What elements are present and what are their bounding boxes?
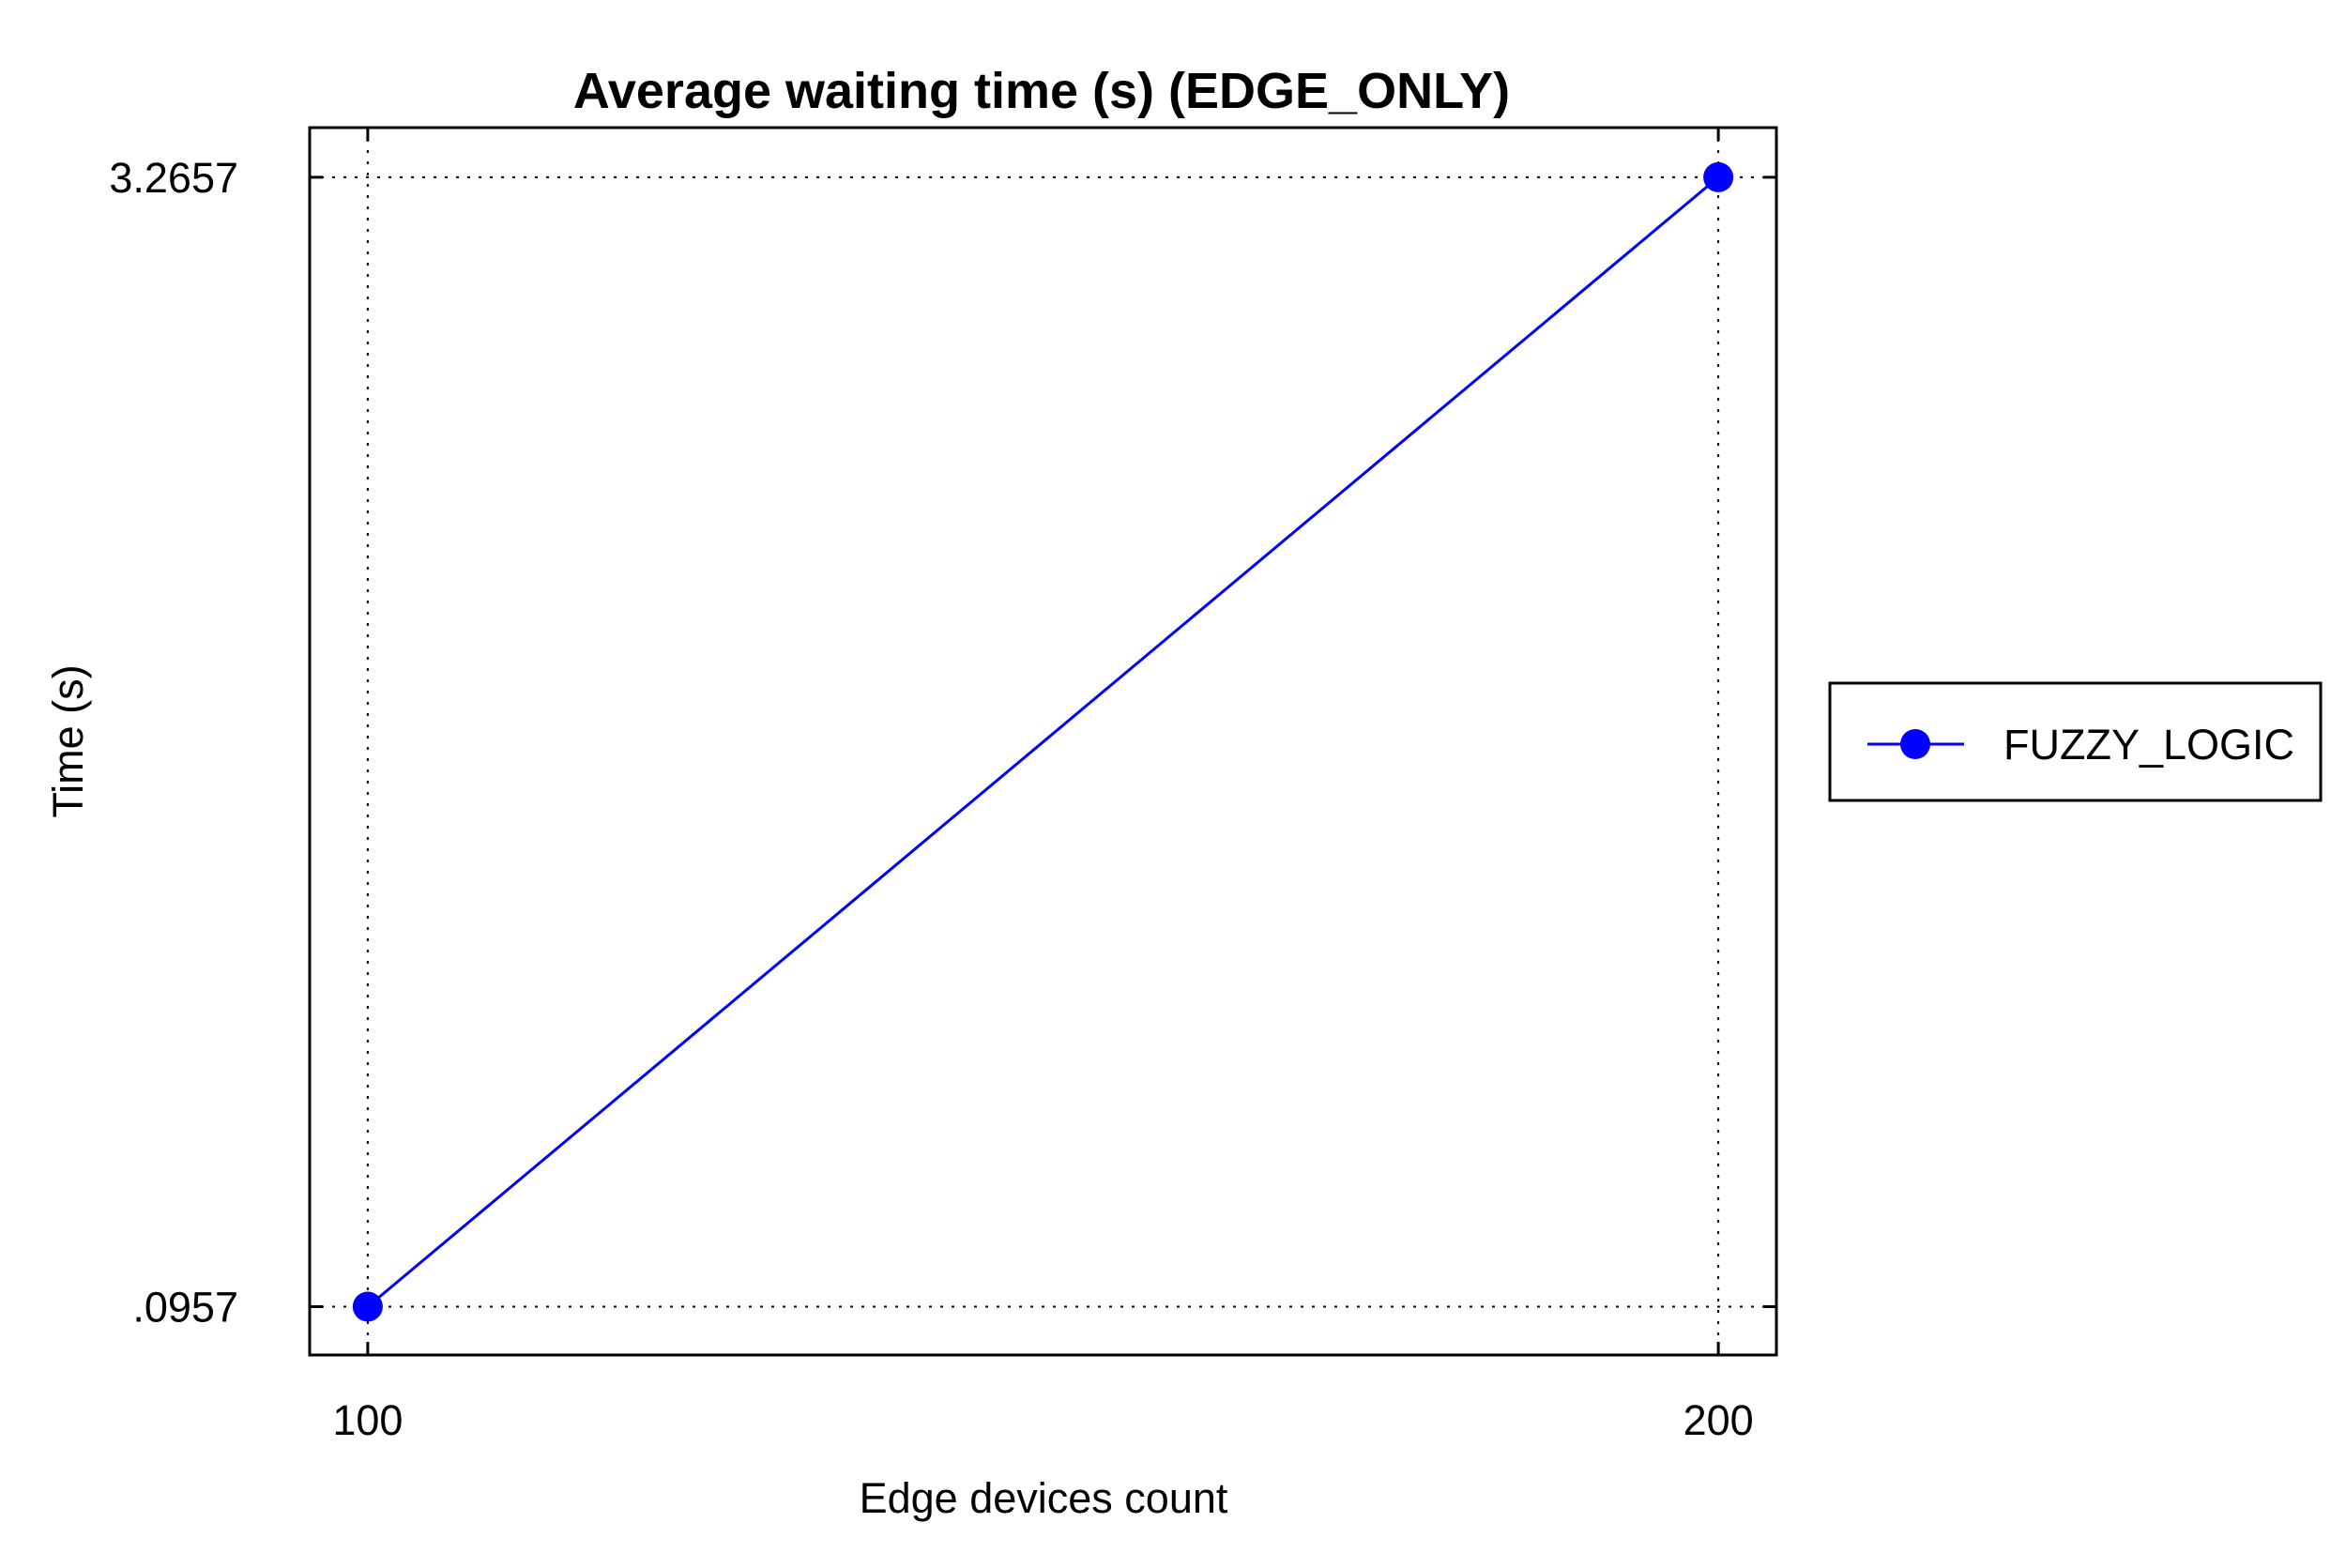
x-axis-label: Edge devices count [860, 1474, 1228, 1522]
data-point [352, 1291, 383, 1322]
x-tick-label: 200 [1683, 1396, 1754, 1444]
series-line-fuzzy-logic [366, 175, 1720, 1308]
grid-lines [310, 128, 1776, 1355]
y-axis-label: Time (s) [44, 664, 92, 817]
data-point [1703, 161, 1734, 192]
x-tick-label: 100 [332, 1396, 403, 1444]
chart-title: Average waiting time (s) (EDGE_ONLY) [573, 63, 1510, 119]
series-layer [352, 161, 1734, 1322]
y-tick-label: .0957 [132, 1283, 238, 1331]
legend-marker-fuzzy-logic [1900, 729, 1930, 759]
legend-label-fuzzy-logic: FUZZY_LOGIC [2003, 721, 2294, 769]
y-tick-label: 3.2657 [109, 154, 238, 202]
plot-frame [308, 126, 1778, 1357]
legend: FUZZY_LOGIC [1828, 681, 2323, 802]
axis-ticks: 100 200 .0957 3.2657 [109, 128, 1776, 1444]
